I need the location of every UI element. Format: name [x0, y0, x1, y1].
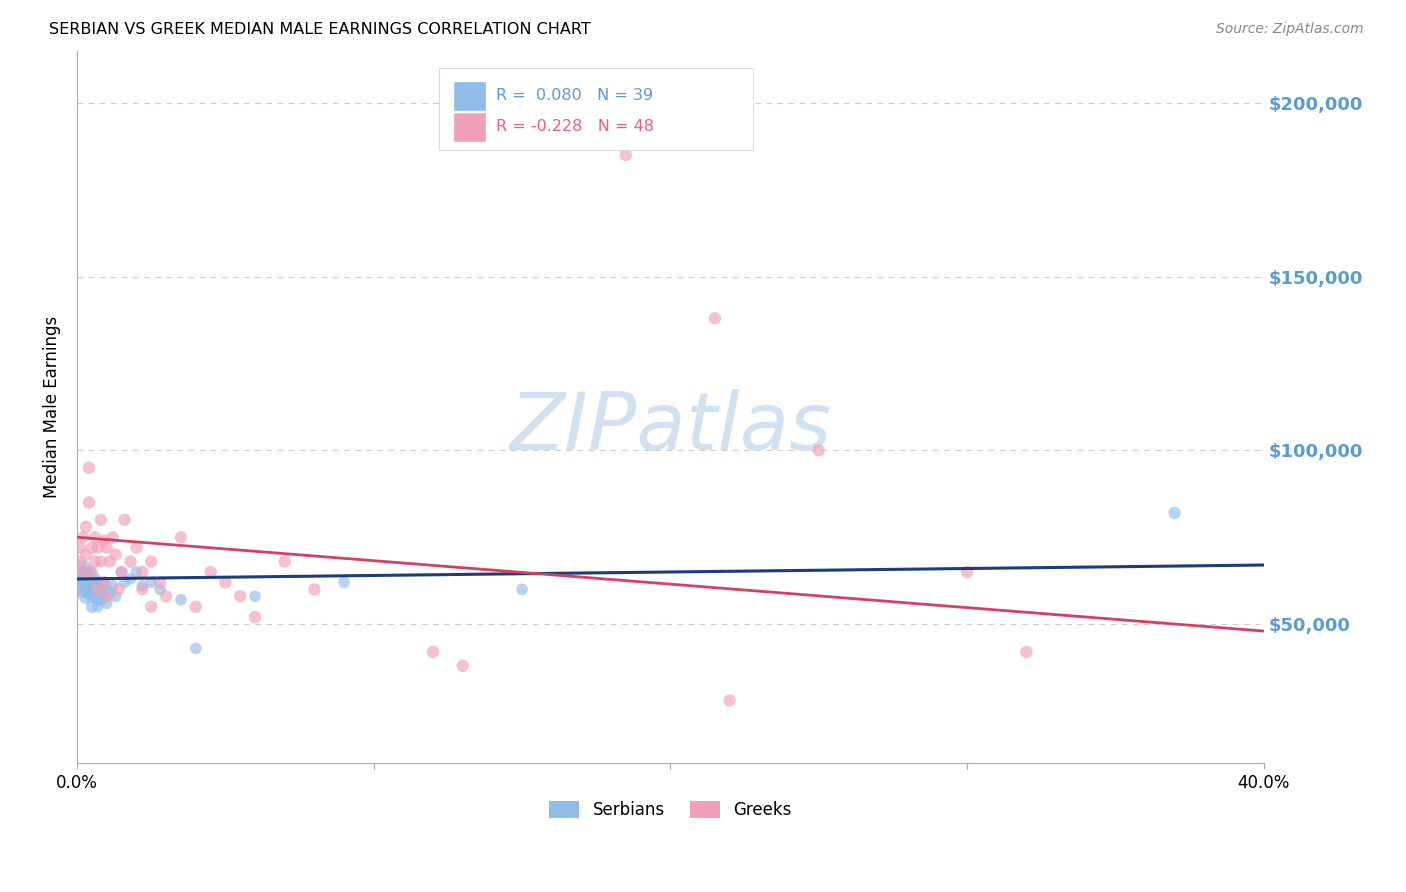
Point [96, 590, 118, 604]
Point [87, 582, 110, 597]
Point [90, 555, 112, 569]
Point [87, 599, 110, 614]
Point [304, 582, 326, 597]
Point [214, 575, 236, 590]
Point [93, 533, 115, 548]
Point [101, 530, 124, 544]
Point [1015, 645, 1038, 659]
Point [125, 565, 148, 579]
Point [149, 582, 172, 597]
Point [110, 565, 132, 579]
Point [83, 572, 105, 586]
FancyBboxPatch shape [439, 69, 754, 151]
Point [243, 610, 266, 624]
Y-axis label: Median Male Earnings: Median Male Earnings [44, 316, 60, 498]
Point [72, 568, 94, 582]
Point [451, 658, 474, 673]
Text: ZIPatlas: ZIPatlas [509, 389, 831, 467]
Point [75, 579, 97, 593]
Point [75, 548, 97, 562]
Point [807, 443, 830, 458]
Point [104, 590, 127, 604]
Point [80, 541, 103, 555]
Point [243, 590, 266, 604]
Text: R =  0.080   N = 39: R = 0.080 N = 39 [496, 88, 652, 103]
Point [69, 565, 91, 579]
Point [120, 555, 142, 569]
Point [107, 582, 129, 597]
Point [93, 575, 115, 590]
Point [131, 582, 153, 597]
Point [98, 586, 121, 600]
Point [101, 579, 124, 593]
Point [184, 641, 207, 656]
Point [80, 599, 103, 614]
Point [96, 541, 118, 555]
Point [110, 565, 132, 579]
Point [93, 575, 115, 590]
Point [69, 541, 91, 555]
Point [131, 565, 153, 579]
Point [77, 565, 100, 579]
Point [96, 596, 118, 610]
Text: SERBIAN VS GREEK MEDIAN MALE EARNINGS CORRELATION CHART: SERBIAN VS GREEK MEDIAN MALE EARNINGS CO… [49, 22, 591, 37]
Point [131, 579, 153, 593]
Point [120, 572, 142, 586]
Point [184, 599, 207, 614]
Point [77, 495, 100, 509]
Point [87, 592, 110, 607]
Point [718, 693, 741, 707]
FancyBboxPatch shape [453, 80, 486, 111]
Point [703, 311, 725, 326]
Point [90, 513, 112, 527]
Point [149, 575, 172, 590]
Point [229, 590, 252, 604]
Text: R = -0.228   N = 48: R = -0.228 N = 48 [496, 120, 654, 135]
Point [87, 575, 110, 590]
Point [141, 599, 163, 614]
Point [510, 582, 533, 597]
Point [422, 645, 444, 659]
Point [80, 575, 103, 590]
Point [69, 575, 91, 590]
Point [77, 460, 100, 475]
Point [141, 555, 163, 569]
Point [69, 555, 91, 569]
Point [75, 590, 97, 604]
Point [75, 572, 97, 586]
Point [72, 530, 94, 544]
Point [75, 520, 97, 534]
Point [80, 565, 103, 579]
Point [83, 582, 105, 597]
Point [93, 590, 115, 604]
Point [114, 575, 136, 590]
Point [200, 565, 222, 579]
Point [80, 590, 103, 604]
Point [72, 565, 94, 579]
Point [614, 148, 637, 162]
Point [83, 555, 105, 569]
Point [83, 530, 105, 544]
Point [114, 513, 136, 527]
Point [72, 582, 94, 597]
FancyBboxPatch shape [453, 112, 486, 142]
Point [98, 555, 121, 569]
Point [125, 541, 148, 555]
Point [333, 575, 356, 590]
Point [274, 555, 297, 569]
Point [155, 590, 177, 604]
Point [104, 548, 127, 562]
Point [141, 575, 163, 590]
Point [90, 582, 112, 597]
Point [87, 541, 110, 555]
Legend: Serbians, Greeks: Serbians, Greeks [543, 795, 799, 826]
Point [90, 592, 112, 607]
Point [170, 530, 193, 544]
Point [170, 592, 193, 607]
Point [956, 565, 979, 579]
Point [96, 582, 118, 597]
Text: Source: ZipAtlas.com: Source: ZipAtlas.com [1216, 22, 1364, 37]
Point [1163, 506, 1185, 520]
Point [77, 586, 100, 600]
